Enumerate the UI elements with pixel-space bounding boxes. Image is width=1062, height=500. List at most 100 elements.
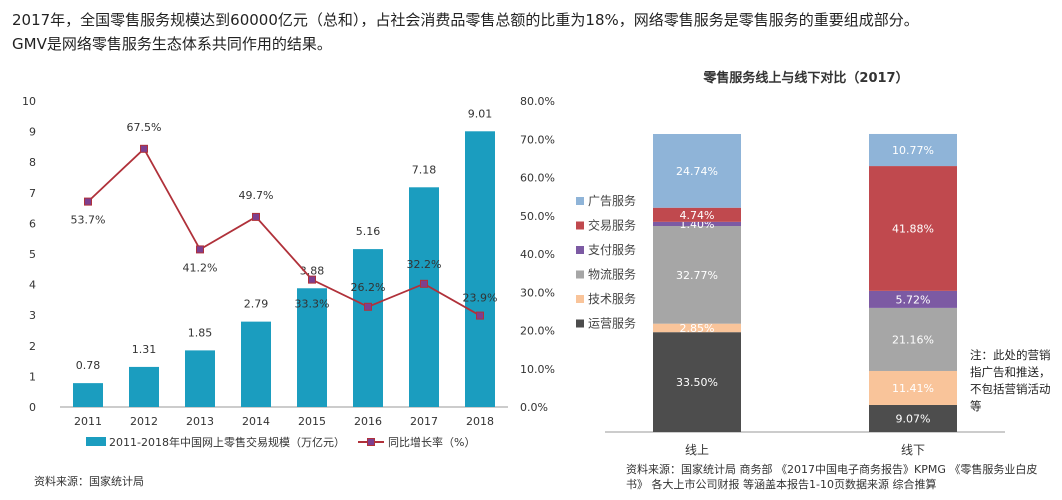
growth-point [476, 311, 484, 320]
y-tick-label: 2 [29, 340, 36, 353]
growth-value-label: 32.2% [407, 258, 442, 271]
legend-line-label: 同比增长率（%） [388, 435, 475, 449]
intro-line-2: GMV是网络零售服务生态体系共同作用的结果。 [12, 35, 332, 53]
segment-logistics [653, 226, 741, 324]
growth-value-label: 33.3% [295, 298, 330, 311]
bar-2018 [465, 131, 495, 407]
intro-text: 2017年，全国零售服务规模达到60000亿元（总和），占社会消费品零售总额的比… [12, 8, 1052, 56]
y2-tick-label: 20.0% [520, 325, 555, 338]
service-comparison-chart: 零售服务线上与线下对比（2017）33.50%2.85%32.77%1.40%4… [576, 70, 1005, 457]
segment-tech [869, 370, 957, 405]
legend-label: 技术服务 [588, 291, 636, 306]
bar-2013 [185, 350, 215, 407]
growth-point [420, 279, 428, 288]
left-source: 资料来源：国家统计局 [34, 475, 144, 488]
growth-value-label: 53.7% [71, 214, 106, 227]
segment-ops [653, 332, 741, 432]
growth-value-label: 23.9% [463, 292, 498, 305]
chart-note: 注：此处的营销指广告和推送，不包括营销活动等 [970, 348, 1051, 413]
legend-label: 支付服务 [588, 242, 636, 257]
y-tick-label: 4 [29, 279, 36, 292]
segment-label: 24.74% [676, 165, 718, 178]
segment-label: 11.41% [892, 382, 934, 395]
y-tick-label: 10 [22, 95, 36, 108]
bar-value-label: 7.18 [412, 163, 437, 176]
bar-2015 [297, 288, 327, 407]
segment-label: 2.85% [680, 322, 715, 335]
segment-label: 10.77% [892, 144, 934, 157]
y2-tick-label: 40.0% [520, 248, 555, 261]
category-label: 线下 [901, 443, 925, 457]
segment-label: 33.50% [676, 376, 718, 389]
y2-tick-label: 80.0% [520, 95, 555, 108]
segment-label: 9.07% [896, 412, 931, 425]
growth-value-label: 41.2% [183, 261, 218, 274]
legend-swatch [576, 197, 584, 205]
growth-point [84, 197, 92, 206]
legend-swatch [576, 270, 584, 279]
bar-value-label: 0.78 [76, 359, 101, 372]
x-tick-label: 2012 [130, 415, 158, 428]
legend-label: 广告服务 [588, 193, 636, 208]
legend-swatch [576, 221, 584, 230]
bar-value-label: 5.16 [356, 225, 381, 238]
y-tick-label: 7 [29, 187, 36, 200]
growth-line [87, 147, 481, 317]
growth-point [364, 302, 372, 311]
segment-ad [653, 134, 741, 208]
growth-point [252, 212, 260, 221]
bar-2017 [409, 187, 439, 407]
x-tick-label: 2016 [354, 415, 382, 428]
bar-value-label: 1.85 [188, 326, 213, 339]
category-label: 线上 [685, 443, 709, 457]
segment-ops [869, 404, 957, 432]
segment-label: 32.77% [676, 269, 718, 282]
online-retail-chart: 0 1 2 3 4 5 6 7 8 9 10 0.0% 10.0% 20.0% 30.0% 40.0% 50.0… [22, 95, 555, 449]
bar-value-label: 9.01 [468, 107, 493, 120]
y2-tick-label: 30.0% [520, 286, 555, 299]
y-tick-label: 1 [29, 370, 36, 383]
growth-value-label: 49.7% [239, 189, 274, 202]
x-tick-label: 2014 [242, 415, 270, 428]
y-tick-label: 3 [29, 309, 36, 322]
y-tick-label: 6 [29, 217, 36, 230]
x-tick-label: 2013 [186, 415, 214, 428]
y2-tick-label: 0.0% [520, 401, 548, 414]
legend-line-marker [367, 438, 375, 446]
legend-swatch [576, 246, 584, 254]
x-tick-label: 2011 [74, 415, 102, 428]
y-tick-label: 9 [29, 126, 36, 139]
legend-label: 交易服务 [588, 218, 636, 233]
y2-tick-label: 70.0% [520, 133, 555, 146]
segment-payment [653, 221, 741, 227]
legend-swatch [576, 295, 584, 303]
right-source: 资料来源：国家统计局 商务部 《2017中国电子商务报告》KPMG 《零售服务业… [626, 463, 1038, 491]
segment-label: 21.16% [892, 333, 934, 346]
legend-label: 物流服务 [588, 267, 636, 282]
growth-value-label: 26.2% [351, 281, 386, 294]
x-tick-label: 2018 [466, 415, 494, 428]
segment-trade [653, 207, 741, 222]
segment-tech [653, 323, 741, 333]
intro-line-1: 2017年，全国零售服务规模达到60000亿元（总和），占社会消费品零售总额的比… [12, 11, 919, 29]
segment-payment [869, 290, 957, 308]
y-tick-label: 8 [29, 156, 36, 169]
y-tick-label: 0 [29, 401, 36, 414]
segment-label: 41.88% [892, 222, 934, 235]
bar-2016 [353, 249, 383, 407]
bar-2014 [241, 321, 271, 407]
x-tick-label: 2017 [410, 415, 438, 428]
y2-tick-label: 10.0% [520, 363, 555, 376]
growth-point [140, 144, 148, 153]
legend-bar-label: 2011-2018年中国网上零售交易规模（万亿元） [109, 435, 345, 449]
bar-value-label: 1.31 [132, 343, 157, 356]
growth-value-label: 67.5% [127, 121, 162, 134]
segment-ad [869, 133, 957, 167]
y2-tick-label: 60.0% [520, 172, 555, 185]
segment-logistics [869, 307, 957, 371]
bar-2012 [129, 366, 159, 407]
legend-label: 运营服务 [588, 316, 636, 331]
y-tick-label: 5 [29, 248, 36, 261]
bar-2011 [73, 383, 103, 407]
right-chart-title: 零售服务线上与线下对比（2017） [702, 70, 908, 86]
